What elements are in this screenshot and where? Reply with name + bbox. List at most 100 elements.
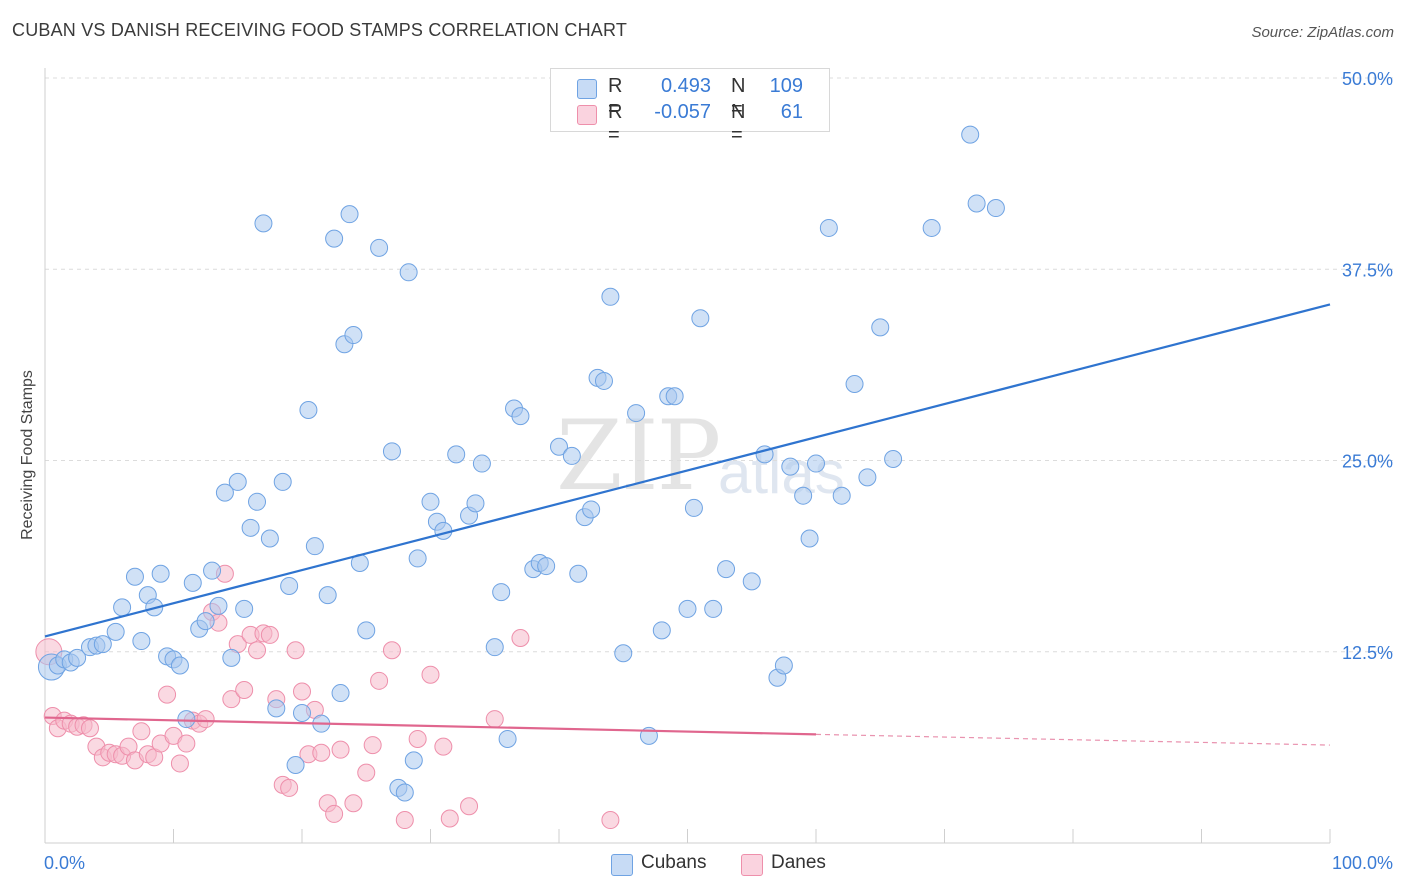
danes-point	[485, 710, 504, 729]
danes-points	[35, 564, 620, 830]
cubans-point	[196, 612, 215, 631]
cubans-point	[569, 564, 588, 583]
y-tick-label: 25.0%	[1342, 452, 1393, 472]
cubans-point	[170, 656, 189, 675]
cubans-point	[203, 561, 222, 580]
danes-swatch	[577, 105, 597, 125]
danes-point	[248, 641, 267, 660]
cubans-point	[781, 457, 800, 476]
cubans-point	[132, 632, 151, 651]
cubans-point	[241, 518, 260, 537]
cubans-point	[858, 468, 877, 487]
cubans-point	[819, 218, 838, 237]
legend-r-value: 0.493	[660, 75, 711, 97]
legend-n-value: 61	[780, 101, 803, 123]
cubans-point	[582, 500, 601, 519]
cubans-point	[68, 648, 87, 667]
danes-point	[363, 736, 382, 755]
danes-point	[196, 710, 215, 729]
cubans-point	[331, 684, 350, 703]
cubans-point	[318, 586, 337, 605]
cubans-point	[466, 494, 485, 513]
danes-legend-label: Danes	[771, 852, 826, 873]
cubans-point	[492, 583, 511, 602]
danes-point	[460, 797, 479, 816]
cubans-point	[774, 656, 793, 675]
danes-point	[395, 811, 414, 830]
danes-point	[421, 665, 440, 684]
cubans-point	[832, 486, 851, 505]
cubans-point	[399, 263, 418, 282]
cubans-point	[550, 437, 568, 456]
cubans-point	[395, 783, 414, 802]
correlation-legend: R = 0.493 N = 109 R = -0.057 N = 61	[550, 68, 830, 146]
cubans-point	[652, 621, 671, 640]
cubans-point	[447, 445, 466, 464]
danes-point	[601, 811, 620, 830]
danes-point	[440, 809, 459, 828]
tick-labels: 12.5% 25.0% 37.5% 50.0% 0.0% 100.0%	[44, 69, 1393, 873]
y-tick-label: 37.5%	[1342, 260, 1393, 280]
cubans-point	[562, 446, 581, 465]
cubans-point	[807, 454, 825, 473]
cubans-point	[678, 599, 697, 618]
cubans-swatch	[577, 79, 597, 99]
cubans-point	[845, 375, 864, 393]
y-tick-label: 12.5%	[1342, 643, 1393, 663]
cubans-point	[235, 599, 254, 618]
danes-point	[170, 754, 189, 773]
axes	[44, 68, 1331, 844]
cubans-point	[248, 492, 267, 511]
cubans-point	[177, 710, 196, 729]
danes-trend-line	[44, 716, 817, 736]
cubans-point	[254, 214, 273, 233]
cubans-point	[472, 454, 491, 473]
danes-point	[260, 625, 279, 644]
cubans-point	[871, 318, 890, 337]
cubans-point	[408, 549, 427, 568]
cubans-point	[421, 492, 440, 511]
cubans-point	[228, 472, 247, 491]
cubans-point	[267, 699, 286, 718]
cubans-legend-label: Cubans	[641, 852, 707, 873]
cubans-point	[537, 557, 556, 576]
chart-title: CUBAN VS DANISH RECEIVING FOOD STAMPS CO…	[12, 20, 628, 40]
danes-point	[158, 685, 177, 704]
cubans-point	[800, 529, 819, 548]
danes-point	[357, 763, 376, 782]
danes-point	[293, 682, 311, 701]
cubans-point	[961, 125, 980, 144]
cubans-point	[485, 638, 504, 657]
cubans-point	[922, 218, 941, 237]
danes-point	[331, 740, 350, 759]
danes-point	[312, 743, 331, 762]
cubans-point	[370, 238, 389, 257]
cubans-point	[665, 387, 684, 406]
cubans-point	[967, 194, 986, 213]
cubans-point	[106, 622, 125, 641]
cubans-trend-line	[44, 303, 1331, 638]
danes-point	[344, 794, 363, 813]
cubans-point	[884, 449, 903, 468]
cubans-point	[286, 755, 305, 774]
cubans-point	[614, 644, 633, 663]
cubans-point	[357, 621, 376, 640]
cubans-legend-swatch	[611, 854, 633, 876]
danes-legend-swatch	[741, 854, 763, 876]
cubans-point	[594, 371, 613, 390]
cubans-point	[299, 401, 318, 420]
cubans-point	[627, 404, 646, 423]
y-tick-label: 50.0%	[1342, 69, 1393, 89]
cubans-point	[717, 560, 736, 579]
danes-point	[235, 681, 254, 699]
cubans-point	[344, 326, 363, 345]
cubans-point	[280, 576, 299, 595]
cubans-point	[601, 287, 620, 306]
cubans-point	[151, 564, 170, 583]
cubans-point	[382, 442, 401, 461]
legend-r-value: -0.057	[654, 101, 711, 123]
legend-n-label: N =	[731, 75, 746, 120]
danes-point	[370, 671, 389, 690]
legend-r-label: R =	[608, 101, 623, 146]
